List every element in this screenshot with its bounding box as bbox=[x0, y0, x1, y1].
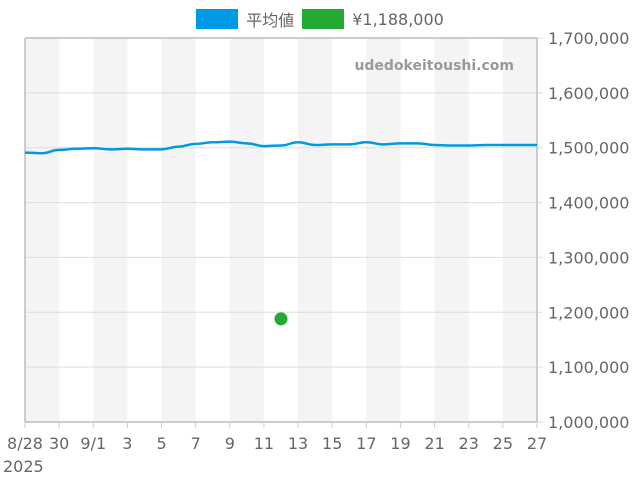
legend-swatch-average bbox=[196, 9, 239, 29]
year-label: 2025 bbox=[3, 457, 44, 476]
x-tick-label: 17 bbox=[356, 434, 376, 453]
x-tick-label: 5 bbox=[156, 434, 166, 453]
background-band bbox=[229, 38, 264, 422]
background-band bbox=[502, 38, 537, 422]
legend-label-price: ¥1,188,000 bbox=[352, 9, 444, 29]
y-tick-label: 1,500,000 bbox=[548, 139, 629, 158]
y-tick-label: 1,100,000 bbox=[548, 358, 629, 377]
legend-label-average: 平均値 bbox=[246, 11, 295, 30]
x-tick-label: 3 bbox=[122, 434, 132, 453]
y-tick-label: 1,400,000 bbox=[548, 194, 629, 213]
background-band bbox=[93, 38, 128, 422]
background-band bbox=[298, 38, 333, 422]
legend-item-price[interactable]: ¥1,188,000 bbox=[302, 9, 444, 29]
x-tick-label: 11 bbox=[254, 434, 274, 453]
watermark: udedokeitoushi.com bbox=[354, 58, 514, 74]
x-tick-label: 8/28 bbox=[7, 434, 43, 453]
background-band bbox=[25, 38, 60, 422]
price-point-marker[interactable] bbox=[274, 312, 288, 326]
x-tick-label: 23 bbox=[459, 434, 479, 453]
background-band bbox=[434, 38, 469, 422]
legend-item-average[interactable]: 平均値 bbox=[196, 7, 294, 31]
chart-legend: 平均値 ¥1,188,000 bbox=[0, 8, 640, 30]
y-tick-label: 1,000,000 bbox=[548, 413, 629, 432]
x-tick-label: 15 bbox=[322, 434, 342, 453]
y-tick-label: 1,200,000 bbox=[548, 303, 629, 322]
y-tick-label: 1,600,000 bbox=[548, 84, 629, 103]
x-tick-label: 19 bbox=[390, 434, 410, 453]
legend-swatch-price bbox=[302, 9, 345, 29]
x-tick-label: 7 bbox=[191, 434, 201, 453]
background-band bbox=[366, 38, 401, 422]
background-band bbox=[161, 38, 196, 422]
y-tick-label: 1,700,000 bbox=[548, 29, 629, 48]
x-tick-label: 21 bbox=[424, 434, 444, 453]
x-tick-label: 13 bbox=[288, 434, 308, 453]
average-price-line[interactable] bbox=[24, 140, 537, 155]
x-tick-label: 9 bbox=[225, 434, 235, 453]
x-tick-label: 30 bbox=[49, 434, 69, 453]
y-tick-label: 1,300,000 bbox=[548, 248, 629, 267]
x-tick-label: 25 bbox=[493, 434, 513, 453]
x-tick-label: 9/1 bbox=[80, 434, 106, 453]
x-tick-label: 27 bbox=[527, 434, 547, 453]
